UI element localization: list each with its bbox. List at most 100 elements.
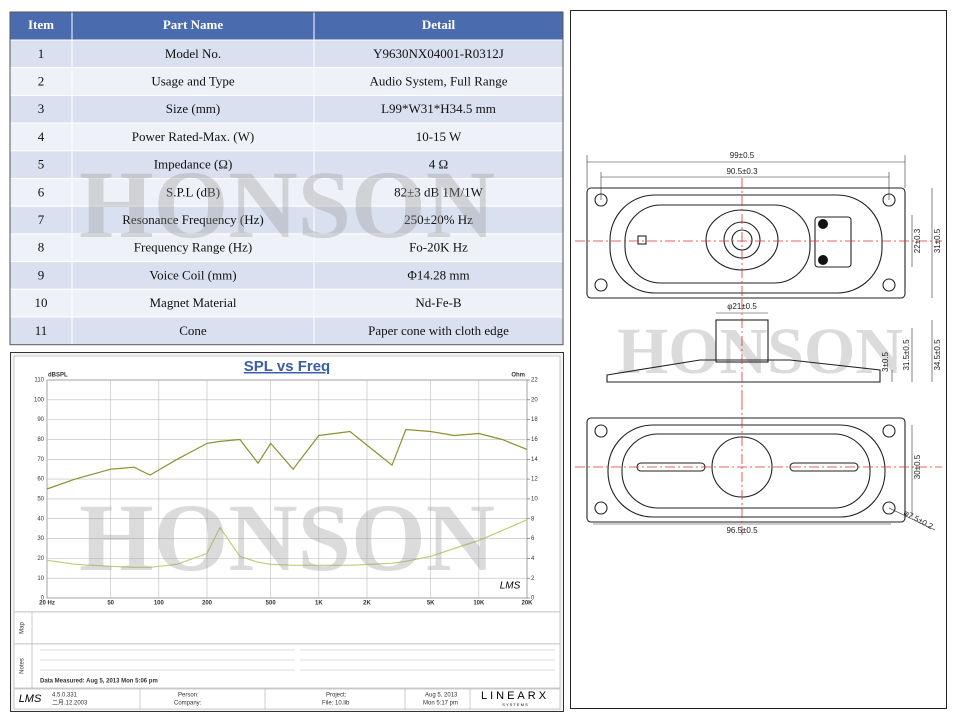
basket bbox=[606, 359, 881, 383]
chart-footer: Map Notes Data Measured: Aug 5, 2013 Mon… bbox=[13, 611, 561, 710]
y-tick-label: 50 bbox=[37, 496, 44, 502]
y-tick-label: 10 bbox=[37, 576, 44, 582]
cell-text: L99*W31*H34.5 mm bbox=[381, 101, 496, 116]
y2-tick-label: 22 bbox=[531, 378, 538, 384]
y-tick-label: 20 bbox=[37, 556, 44, 562]
cell-text: 250±20% Hz bbox=[404, 212, 473, 227]
outline bbox=[609, 194, 883, 294]
y-tick-label: 90 bbox=[37, 417, 44, 423]
map-label: Map bbox=[20, 622, 26, 634]
dimension: 90.5±0.3 bbox=[726, 167, 758, 176]
cell-text: Impedance (Ω) bbox=[154, 157, 233, 172]
cell bbox=[313, 94, 564, 124]
outline bbox=[586, 187, 906, 299]
y2-axis-label: Ohm bbox=[511, 373, 525, 379]
hole bbox=[594, 424, 608, 438]
y2-tick-label: 18 bbox=[531, 417, 538, 423]
header-text: Detail bbox=[422, 17, 456, 32]
hole bbox=[594, 501, 608, 515]
cell bbox=[9, 94, 73, 124]
y2-tick-label: 14 bbox=[531, 457, 538, 463]
cell bbox=[71, 261, 315, 290]
cell-text: 2 bbox=[38, 74, 45, 89]
cell-text: 1 bbox=[38, 46, 45, 61]
cell-text: Fo-20K Hz bbox=[409, 240, 468, 255]
dimension: 96.5±0.5 bbox=[726, 526, 758, 535]
x-tick-label: 100 bbox=[154, 601, 165, 607]
y-tick-label: 30 bbox=[37, 536, 44, 542]
cell-text: 8 bbox=[38, 240, 45, 255]
cell bbox=[313, 205, 564, 235]
series-line bbox=[46, 519, 528, 568]
cell-text: Usage and Type bbox=[151, 74, 235, 89]
cell-text: 4 Ω bbox=[429, 157, 448, 172]
watermark: HONSON bbox=[617, 315, 903, 388]
x-tick-label: 2K bbox=[363, 601, 371, 607]
series-line bbox=[46, 428, 528, 490]
header-text: Item bbox=[28, 17, 54, 32]
dimension: 31.5±0.5 bbox=[902, 339, 911, 371]
watermark: HONSON bbox=[79, 484, 495, 591]
dim-line bbox=[888, 507, 936, 531]
dimension: 22±0.3 bbox=[913, 228, 922, 253]
cell bbox=[313, 261, 564, 290]
info-bar bbox=[13, 688, 561, 710]
outline bbox=[586, 417, 906, 523]
dimension: 3±0.5 bbox=[881, 351, 890, 372]
cell-text: S.P.L (dB) bbox=[166, 184, 220, 199]
y-tick-label: 100 bbox=[34, 397, 45, 403]
dimension: 30±0.5 bbox=[913, 454, 922, 479]
cell-text: 7 bbox=[38, 212, 45, 227]
y-tick-label: 0 bbox=[41, 596, 45, 602]
cell-text: Model No. bbox=[165, 46, 221, 61]
table-border bbox=[9, 11, 564, 346]
drawing: 99±0.5 90.5±0.3 22±0.3 31±0.5 φ21±0.5 3±… bbox=[575, 151, 942, 535]
x-tick-label: 20K bbox=[521, 601, 533, 607]
x-tick-label: 200 bbox=[202, 601, 213, 607]
cell-text: Cone bbox=[179, 323, 207, 338]
map-box bbox=[13, 611, 561, 645]
y2-tick-label: 2 bbox=[531, 576, 535, 582]
version-date: 二月.12.2003 bbox=[52, 700, 88, 707]
x-tick-label: 1K bbox=[315, 601, 323, 607]
cell-text: Frequency Range (Hz) bbox=[134, 240, 252, 255]
date: Aug 5, 2013 bbox=[425, 693, 458, 699]
y2-tick-label: 16 bbox=[531, 437, 538, 443]
notes-box bbox=[13, 643, 561, 689]
cell-text: Size (mm) bbox=[166, 101, 221, 116]
chart-logo: LMS bbox=[500, 581, 521, 592]
y-tick-label: 60 bbox=[37, 477, 44, 483]
cell-text: 5 bbox=[38, 157, 45, 172]
cell-text: Nd-Fe-B bbox=[415, 295, 462, 310]
dimension: φ21±0.5 bbox=[727, 302, 757, 311]
cell bbox=[71, 67, 315, 96]
y-tick-label: 110 bbox=[34, 378, 44, 384]
cell-text: Magnet Material bbox=[150, 295, 237, 310]
hole bbox=[882, 424, 896, 438]
brand-sub: S Y S T E M S bbox=[502, 702, 528, 707]
y2-tick-label: 20 bbox=[531, 397, 538, 403]
cell-text: 10-15 W bbox=[416, 129, 462, 144]
y2-tick-label: 12 bbox=[531, 477, 538, 483]
header-text: Part Name bbox=[163, 17, 224, 32]
cell bbox=[9, 288, 73, 318]
cell bbox=[313, 122, 564, 152]
dimension: 99±0.5 bbox=[730, 151, 755, 160]
hole bbox=[594, 278, 608, 292]
cell-text: 4 bbox=[38, 129, 45, 144]
y-tick-label: 70 bbox=[37, 457, 44, 463]
cell-text: Audio System, Full Range bbox=[370, 74, 508, 89]
cell bbox=[313, 39, 564, 69]
chart-title: SPL vs Freq bbox=[244, 358, 330, 375]
x-tick-label: 20 Hz bbox=[39, 601, 55, 607]
project: Project: bbox=[326, 693, 347, 699]
y2-tick-label: 10 bbox=[531, 496, 538, 502]
version: 4.5.0.331 bbox=[52, 693, 78, 699]
file: File: 10.lib bbox=[322, 701, 350, 707]
time: Mon 5:17 pm bbox=[423, 701, 458, 707]
cell-text: 6 bbox=[38, 184, 45, 199]
terminal-pad bbox=[818, 219, 828, 229]
cell-text: 10 bbox=[35, 295, 48, 310]
y2-tick-label: 4 bbox=[531, 556, 535, 562]
